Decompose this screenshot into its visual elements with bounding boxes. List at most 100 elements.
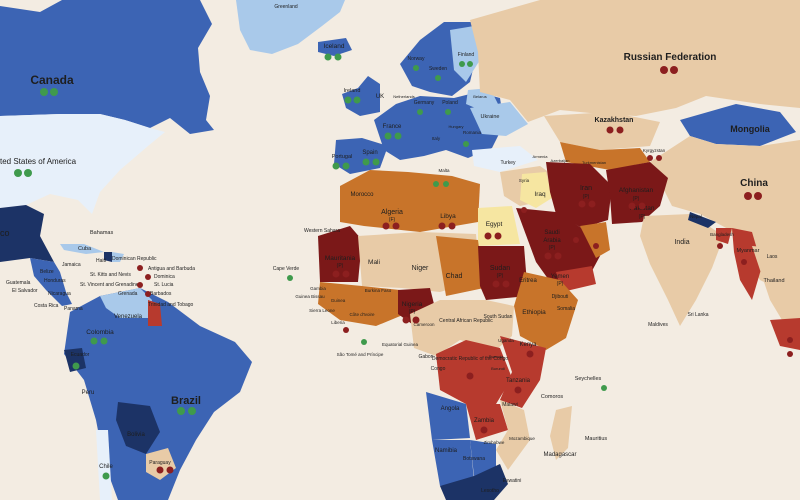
label-poland: Poland — [442, 100, 458, 106]
green-badge-icon — [334, 53, 342, 61]
green-badge-icon — [72, 362, 80, 370]
red-badge-icon — [578, 200, 586, 208]
region-yemen — [556, 266, 596, 292]
label-india: India — [674, 239, 689, 246]
label-eq-guinea: Equatorial Guinea — [382, 342, 419, 347]
red-badge-icon — [494, 232, 502, 240]
region-haiti — [104, 252, 112, 262]
region-central-america — [30, 258, 72, 306]
label-djibouti: Djibouti — [552, 294, 569, 300]
label-burundi: Burundi — [491, 366, 505, 371]
green-badge-icon — [324, 53, 332, 61]
green-badge-icon — [467, 61, 473, 67]
label-laos: Laos — [767, 254, 778, 260]
label-morocco: Morocco — [350, 192, 374, 198]
region-cuba — [60, 244, 104, 254]
region-bangladesh — [716, 228, 732, 244]
label-dominica: Dominica — [154, 274, 175, 280]
red-badge-icon — [156, 466, 164, 474]
region-malaysia — [770, 318, 800, 350]
region-angola — [426, 392, 470, 440]
red-badge-icon — [514, 386, 522, 394]
label-afghanistan: Afghanistan — [619, 187, 654, 194]
label-iceland: Iceland — [324, 43, 345, 50]
green-badge-icon — [90, 337, 98, 345]
red-badge-icon — [145, 274, 151, 280]
label-lesotho: Lesotho — [481, 488, 499, 494]
label-egypt: Egypt — [486, 221, 503, 228]
red-badge-icon — [342, 270, 350, 278]
label-namibia: Namibia — [435, 448, 458, 454]
green-badge-icon — [287, 275, 293, 281]
red-badge-icon — [741, 259, 747, 265]
green-badge-icon — [24, 169, 32, 177]
region-greenland — [236, 0, 345, 54]
label-mozambique: Mozambique — [509, 436, 535, 441]
label-botswana: Botswana — [463, 456, 485, 462]
badges-europe-small — [417, 109, 469, 187]
green-badge-icon — [443, 181, 449, 187]
green-badge-icon — [50, 88, 58, 96]
label-norway: Norway — [408, 56, 425, 62]
red-badge-icon — [521, 207, 527, 213]
green-badge-icon — [40, 88, 48, 96]
red-badge-icon — [466, 372, 474, 380]
red-badge-icon — [670, 66, 678, 74]
label-myanmar: Myanmar — [737, 248, 760, 254]
label-venezuela: Venezuela — [114, 314, 143, 320]
badges-usa — [14, 169, 32, 177]
label-belize: Belize — [40, 269, 54, 275]
label-gambia: Gambia — [310, 286, 326, 291]
badges-scandinavia — [413, 61, 473, 81]
label-sierra-leone: Sierra Leone — [309, 308, 335, 313]
label-liberia: Liberia — [331, 320, 345, 325]
green-badge-icon — [384, 132, 392, 140]
red-badge-icon — [616, 126, 624, 134]
region-mexico — [0, 205, 54, 262]
region-mongolia — [680, 104, 796, 146]
label-malawi: Malawi — [502, 402, 518, 408]
label-western-sahara: Western Sahara — [304, 228, 340, 234]
red-badge-icon — [744, 192, 752, 200]
region-east-africa — [500, 336, 546, 408]
label-south-sudan: South Sudan — [484, 314, 513, 320]
label-sri-lanka: Sri Lanka — [687, 312, 708, 318]
label-cameroon: Cameroon — [413, 322, 435, 327]
label-trinidad: Trinidad and Tobago — [148, 302, 194, 308]
badges-africa-red — [332, 222, 534, 434]
region-usa — [0, 114, 165, 214]
region-south-america — [64, 288, 252, 500]
region-dominican-republic — [112, 252, 124, 262]
green-badge-icon — [177, 407, 185, 415]
region-ukraine — [470, 102, 528, 136]
badges-africa-green — [287, 275, 607, 391]
red-badge-icon — [502, 280, 510, 288]
red-badge-icon — [332, 270, 340, 278]
label-ireland: Ireland — [344, 88, 361, 94]
red-badge-icon — [588, 200, 596, 208]
label-guatemala: Guatemala — [6, 280, 31, 286]
green-badge-icon — [463, 141, 469, 147]
green-badge-icon — [417, 109, 423, 115]
label-armenia: Armenia — [533, 154, 549, 159]
label-iraq: Iraq — [534, 191, 546, 198]
red-badge-icon — [492, 280, 500, 288]
label-syria: Syria — [519, 178, 530, 183]
region-central-asia — [560, 142, 650, 170]
note-mauritania: (P) — [337, 263, 344, 269]
region-kazakhstan — [544, 112, 660, 150]
label-guinea-bissau: Guinea Bissau — [295, 294, 325, 299]
green-badge-icon — [100, 337, 108, 345]
region-north-africa — [340, 170, 480, 232]
label-iran: Iran — [580, 185, 592, 192]
region-central-africa — [410, 300, 514, 356]
label-tanzania: Tanzania — [506, 378, 531, 384]
red-badge-icon — [480, 426, 488, 434]
label-italy: Italy — [432, 136, 441, 141]
label-libya: Libya — [440, 213, 456, 220]
label-ukraine: Ukraine — [481, 114, 500, 120]
label-romania: Romania — [463, 130, 482, 135]
label-costa-rica: Costa Rica — [34, 303, 59, 309]
label-honduras: Honduras — [44, 278, 66, 284]
label-mauritius: Mauritius — [585, 436, 608, 442]
